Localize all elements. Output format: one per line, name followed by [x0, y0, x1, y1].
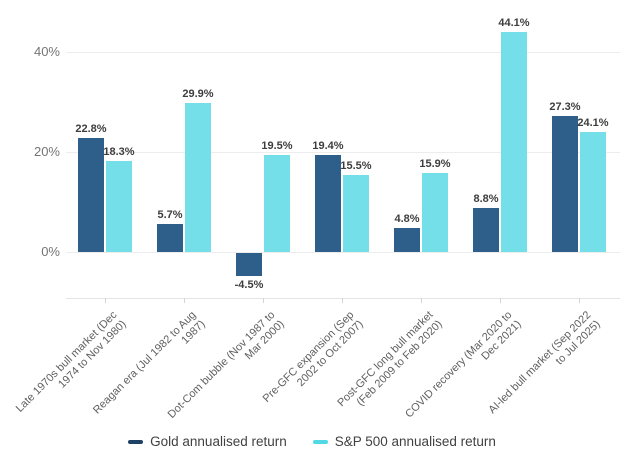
bar-gold [157, 223, 183, 252]
bar-value-label: 19.5% [261, 139, 293, 152]
bar-sp500 [106, 160, 132, 252]
bar-value-label: 15.5% [340, 159, 372, 172]
bar-value-label: -4.5% [234, 278, 264, 291]
bar-gold [552, 115, 578, 252]
bar-sp500 [501, 31, 527, 252]
x-axis-tick [263, 298, 264, 303]
bar-value-label: 44.1% [498, 16, 530, 29]
bar-value-label: 8.8% [473, 193, 499, 205]
bar-sp500 [343, 174, 369, 252]
gold-legend-label: Gold annualised return [150, 434, 287, 449]
bar-value-label: 29.9% [182, 87, 214, 100]
x-axis-line [66, 298, 620, 299]
bar-value-label: 18.3% [103, 145, 135, 158]
x-axis-tick [500, 298, 501, 303]
bar-gold [315, 155, 341, 252]
y-axis-tick-label: 40% [33, 44, 60, 59]
x-axis-tick [421, 298, 422, 303]
bar-value-label: 4.8% [394, 213, 420, 225]
bar-sp500 [185, 102, 211, 252]
x-axis-tick [342, 298, 343, 303]
y-axis-tick-label: 20% [33, 144, 60, 159]
bar-sp500 [422, 172, 448, 252]
sp500-series-swatch-icon [312, 439, 328, 444]
chart-legend: Gold annualised return S&P 500 annualise… [0, 434, 624, 449]
bar-value-label: 15.9% [419, 157, 451, 170]
bar-gold [394, 228, 420, 252]
bar-sp500 [580, 131, 606, 252]
bar-gold [236, 253, 262, 276]
legend-item-gold: Gold annualised return [128, 434, 287, 449]
sp500-legend-label: S&P 500 annualised return [334, 434, 496, 449]
bar-sp500 [264, 154, 290, 252]
y-axis-tick-label: 0% [41, 244, 60, 259]
gridline [66, 252, 620, 253]
gold-series-swatch-icon [128, 439, 144, 444]
x-axis-tick [105, 298, 106, 303]
bar-value-label: 22.8% [75, 123, 107, 135]
gridline [66, 52, 620, 53]
gridline [66, 152, 620, 153]
bar-value-label: 5.7% [157, 208, 183, 221]
legend-item-sp500: S&P 500 annualised return [312, 434, 496, 449]
x-axis-tick [579, 298, 580, 303]
bar-value-label: 24.1% [577, 116, 609, 129]
bar-gold [473, 208, 499, 252]
bar-value-label: 27.3% [549, 100, 581, 113]
bar-value-label: 19.4% [312, 140, 344, 152]
bar-gold [78, 138, 104, 252]
x-axis-tick [184, 298, 185, 303]
